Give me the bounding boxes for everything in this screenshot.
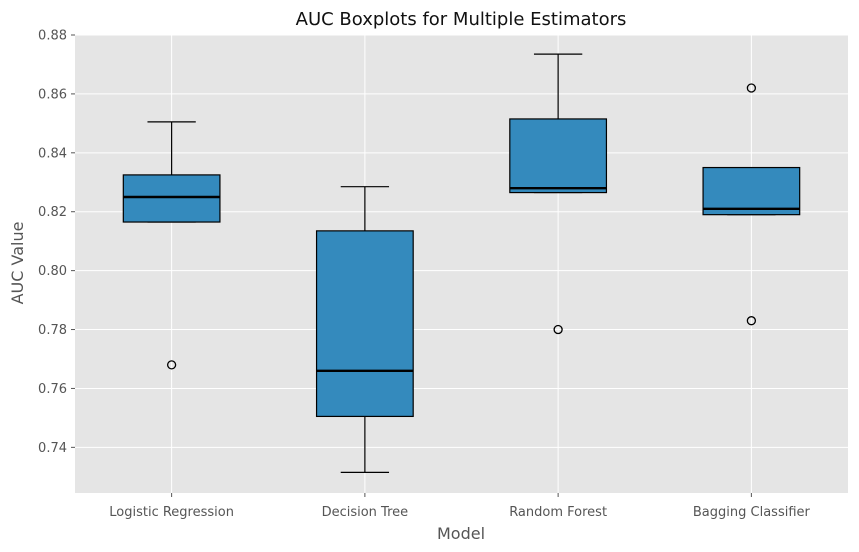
y-tick-label: 0.88 [38, 29, 67, 44]
y-axis-ticks: 0.74 0.76 0.78 0.80 0.82 0.84 0.86 0.88 [38, 29, 75, 456]
x-axis-ticks: Logistic Regression Decision Tree Random F… [109, 493, 811, 520]
x-tick-label: Decision Tree [322, 505, 409, 520]
box-group [509, 53, 608, 335]
x-tick-label: Bagging Classifier [693, 505, 811, 520]
x-axis-label: Model [437, 524, 485, 543]
y-tick-label: 0.84 [38, 146, 67, 161]
y-tick-label: 0.82 [38, 205, 67, 220]
x-tick-label: Logistic Regression [109, 505, 234, 520]
box-group [315, 186, 414, 473]
y-tick-label: 0.80 [38, 264, 67, 279]
outlier-point [746, 316, 757, 326]
chart-title: AUC Boxplots for Multiple Estimators [296, 9, 627, 30]
y-tick-label: 0.76 [38, 382, 67, 397]
iqr-box [702, 166, 801, 216]
boxplot-boxes [122, 53, 801, 473]
outlier-point [166, 360, 177, 370]
y-tick-label: 0.86 [38, 87, 67, 102]
iqr-box [122, 174, 221, 223]
box-group [122, 121, 221, 370]
box-group [702, 83, 801, 326]
x-tick-label: Random Forest [509, 505, 607, 520]
plot-area [75, 35, 848, 493]
y-tick-label: 0.78 [38, 323, 67, 338]
y-axis-label: AUC Value [8, 222, 27, 305]
iqr-box [315, 230, 414, 418]
iqr-box [509, 118, 608, 194]
y-tick-label: 0.74 [38, 441, 67, 456]
outlier-point [553, 324, 563, 335]
outlier-point [746, 83, 757, 93]
